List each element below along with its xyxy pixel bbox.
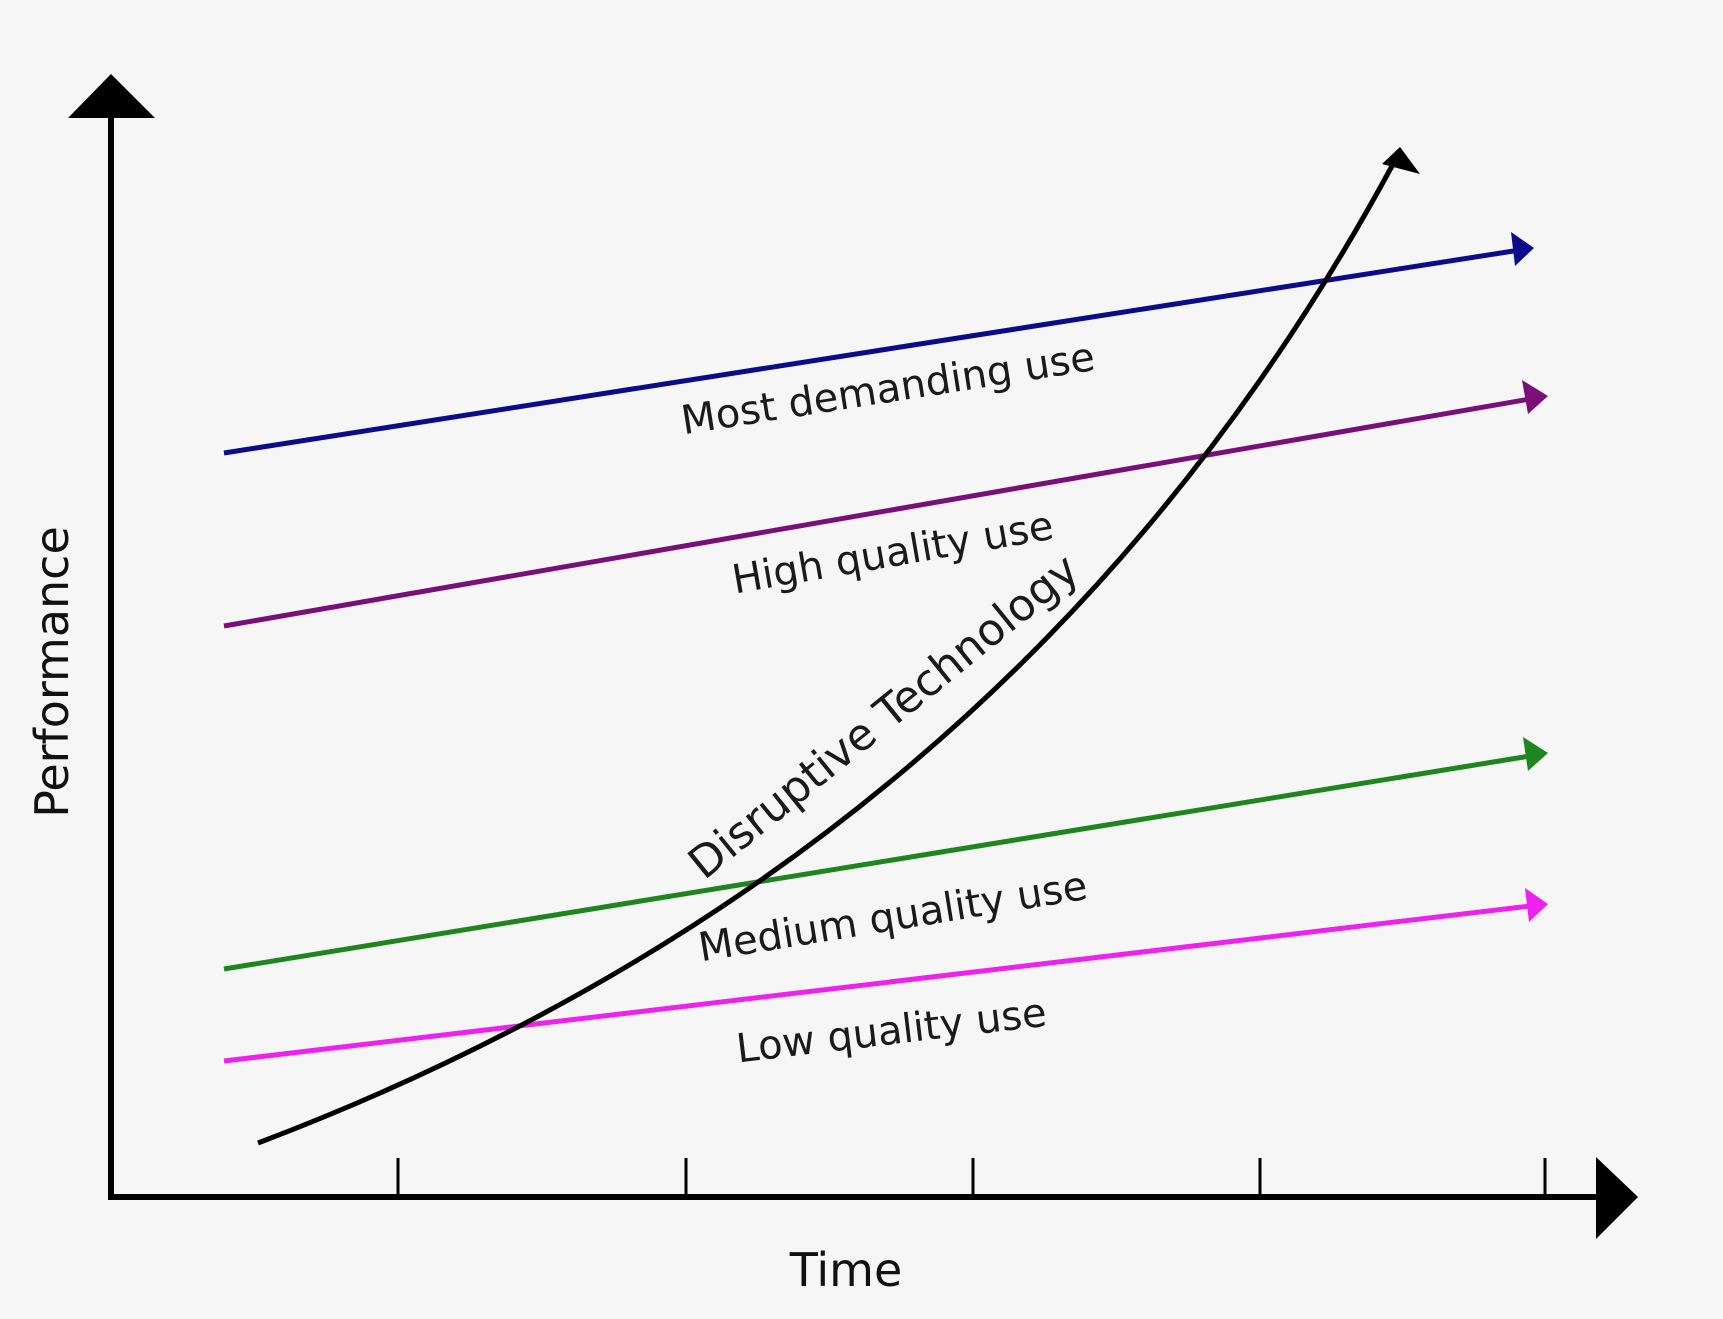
demand-line-medium-quality-label: Medium quality use xyxy=(695,863,1090,971)
y-axis-arrowhead xyxy=(68,74,155,118)
demand-line-low-quality-arrowhead xyxy=(1525,888,1548,922)
y-axis-label: Performance xyxy=(25,526,79,818)
axes xyxy=(68,74,1638,1239)
demand-line-most-demanding-arrowhead xyxy=(1511,232,1534,266)
demand-line-medium-quality-stroke xyxy=(223,753,1531,972)
demand-line-medium-quality-arrowhead xyxy=(1523,737,1548,771)
demand-line-high-quality-arrowhead xyxy=(1522,380,1548,414)
demand-line-most-demanding-stroke xyxy=(223,247,1521,456)
x-axis-arrowhead xyxy=(1596,1157,1638,1239)
demand-line-high-quality-stroke xyxy=(223,396,1531,629)
demand-line-high-quality: High quality use xyxy=(223,380,1548,629)
demand-line-low-quality-stroke xyxy=(223,903,1531,1064)
disruptive-technology-curve xyxy=(257,164,1395,1146)
disruptive-technology-curve-group: Disruptive Technology xyxy=(257,147,1420,1146)
demand-line-low-quality-label: Low quality use xyxy=(734,990,1049,1073)
disruptive-technology-arrowhead xyxy=(1382,147,1420,174)
x-axis-label: Time xyxy=(789,1243,903,1297)
demand-line-medium-quality: Medium quality use xyxy=(223,737,1548,972)
